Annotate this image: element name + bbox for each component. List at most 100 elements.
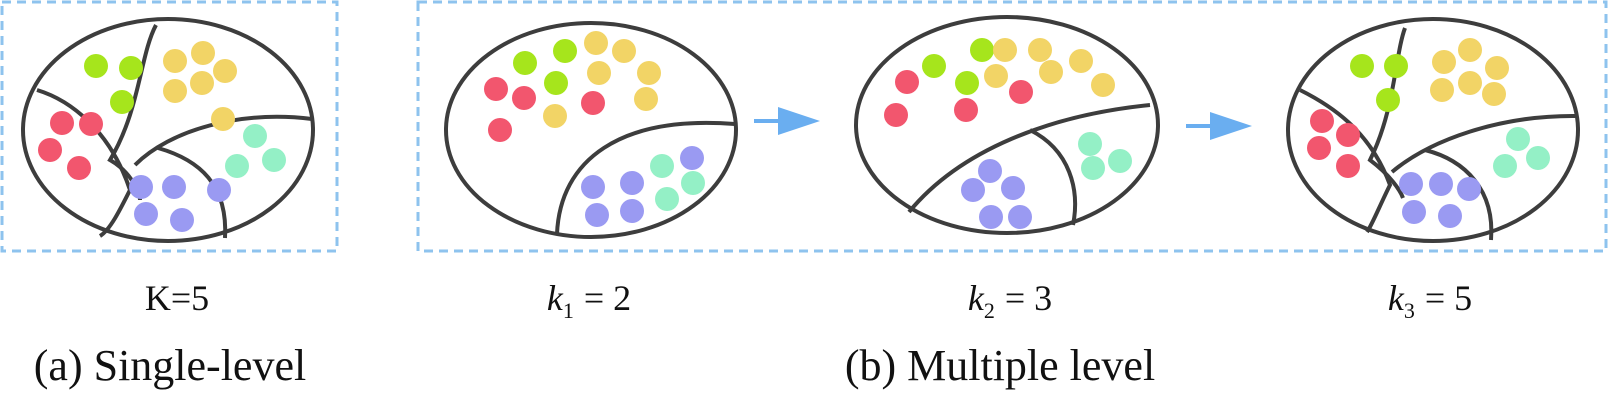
k-value: = 5	[1425, 278, 1472, 318]
data-point	[190, 71, 214, 95]
data-point	[1108, 149, 1132, 173]
cluster-ellipse	[21, 17, 315, 243]
points-yellow	[163, 41, 237, 131]
data-point	[585, 203, 609, 227]
data-point	[587, 61, 611, 85]
points-green	[513, 39, 577, 95]
panel-label-k3: k3 = 5	[1388, 278, 1472, 323]
data-point	[1001, 176, 1025, 200]
data-point	[1438, 204, 1462, 228]
data-point	[970, 38, 994, 62]
points-purple	[129, 175, 231, 232]
data-point	[620, 199, 644, 223]
boundary-line	[133, 114, 313, 167]
data-point	[84, 54, 108, 78]
data-point	[1081, 156, 1105, 180]
points-red	[884, 70, 1033, 127]
k-variable: k	[547, 278, 564, 318]
data-point	[488, 118, 512, 142]
points-purple	[1399, 172, 1481, 228]
data-point	[1402, 200, 1426, 224]
data-point	[163, 79, 187, 103]
data-point	[544, 71, 568, 95]
data-point	[634, 87, 658, 111]
data-point	[1430, 78, 1454, 102]
points-yellow	[543, 31, 661, 128]
arrow-right-icon	[754, 107, 820, 135]
points-cyan	[1493, 127, 1550, 178]
panel-level-3	[1286, 17, 1580, 243]
data-point	[922, 54, 946, 78]
data-point	[1485, 56, 1509, 80]
boundary-line	[1424, 148, 1494, 241]
data-point	[1039, 60, 1063, 84]
data-point	[225, 154, 249, 178]
data-point	[79, 112, 103, 136]
data-point	[954, 98, 978, 122]
k-value: = 3	[1005, 278, 1052, 318]
data-point	[512, 86, 536, 110]
panel-level-2	[854, 15, 1160, 235]
data-point	[543, 104, 567, 128]
points-green	[84, 54, 143, 114]
cluster-ellipse	[1286, 17, 1580, 243]
data-point	[978, 159, 1002, 183]
k-subscript: 2	[984, 298, 995, 323]
data-point	[637, 61, 661, 85]
data-point	[1069, 49, 1093, 73]
data-point	[243, 124, 267, 148]
data-point	[162, 175, 186, 199]
k-value: = 2	[584, 278, 631, 318]
caption-multiple-level: (b) Multiple level	[845, 341, 1155, 390]
panel-level-1	[444, 21, 738, 239]
data-point	[1310, 109, 1334, 133]
data-point	[38, 138, 62, 162]
data-point	[1336, 123, 1360, 147]
data-point	[1493, 154, 1517, 178]
points-red	[1307, 109, 1360, 178]
boundary-line	[1029, 128, 1078, 226]
points-green	[1350, 54, 1408, 112]
boundary-line	[1367, 27, 1407, 199]
data-point	[955, 71, 979, 95]
data-point	[484, 77, 508, 101]
data-point	[1429, 172, 1453, 196]
arrow-right-icon	[1186, 112, 1252, 140]
data-point	[620, 171, 644, 195]
data-point	[1506, 127, 1530, 151]
data-point	[134, 202, 158, 226]
data-point	[984, 64, 1008, 88]
data-point	[581, 91, 605, 115]
panel-single-level	[21, 17, 315, 243]
data-point	[1336, 154, 1360, 178]
data-point	[1399, 172, 1423, 196]
points-purple	[581, 146, 704, 227]
cluster-ellipse	[444, 21, 738, 239]
k-variable: k	[1388, 278, 1405, 318]
panel-label-k1: k1 = 2	[547, 278, 631, 323]
boundary-line	[36, 88, 133, 238]
data-point	[1307, 136, 1331, 160]
data-point	[1376, 88, 1400, 112]
data-point	[163, 49, 187, 73]
data-point	[895, 70, 919, 94]
boundary-line	[1390, 113, 1578, 174]
data-point	[884, 103, 908, 127]
data-point	[1432, 50, 1456, 74]
data-point	[1458, 38, 1482, 62]
data-point	[110, 90, 134, 114]
boundary-line	[157, 146, 228, 239]
data-point	[1091, 73, 1115, 97]
data-point	[681, 171, 705, 195]
data-point	[553, 39, 577, 63]
data-point	[612, 39, 636, 63]
points-cyan	[1078, 132, 1132, 180]
data-point	[191, 41, 215, 65]
data-point	[655, 187, 679, 211]
data-point	[961, 178, 985, 202]
points-cyan	[650, 154, 705, 211]
k-subscript: 1	[563, 298, 574, 323]
data-point	[979, 205, 1003, 229]
k-subscript: 3	[1404, 298, 1415, 323]
